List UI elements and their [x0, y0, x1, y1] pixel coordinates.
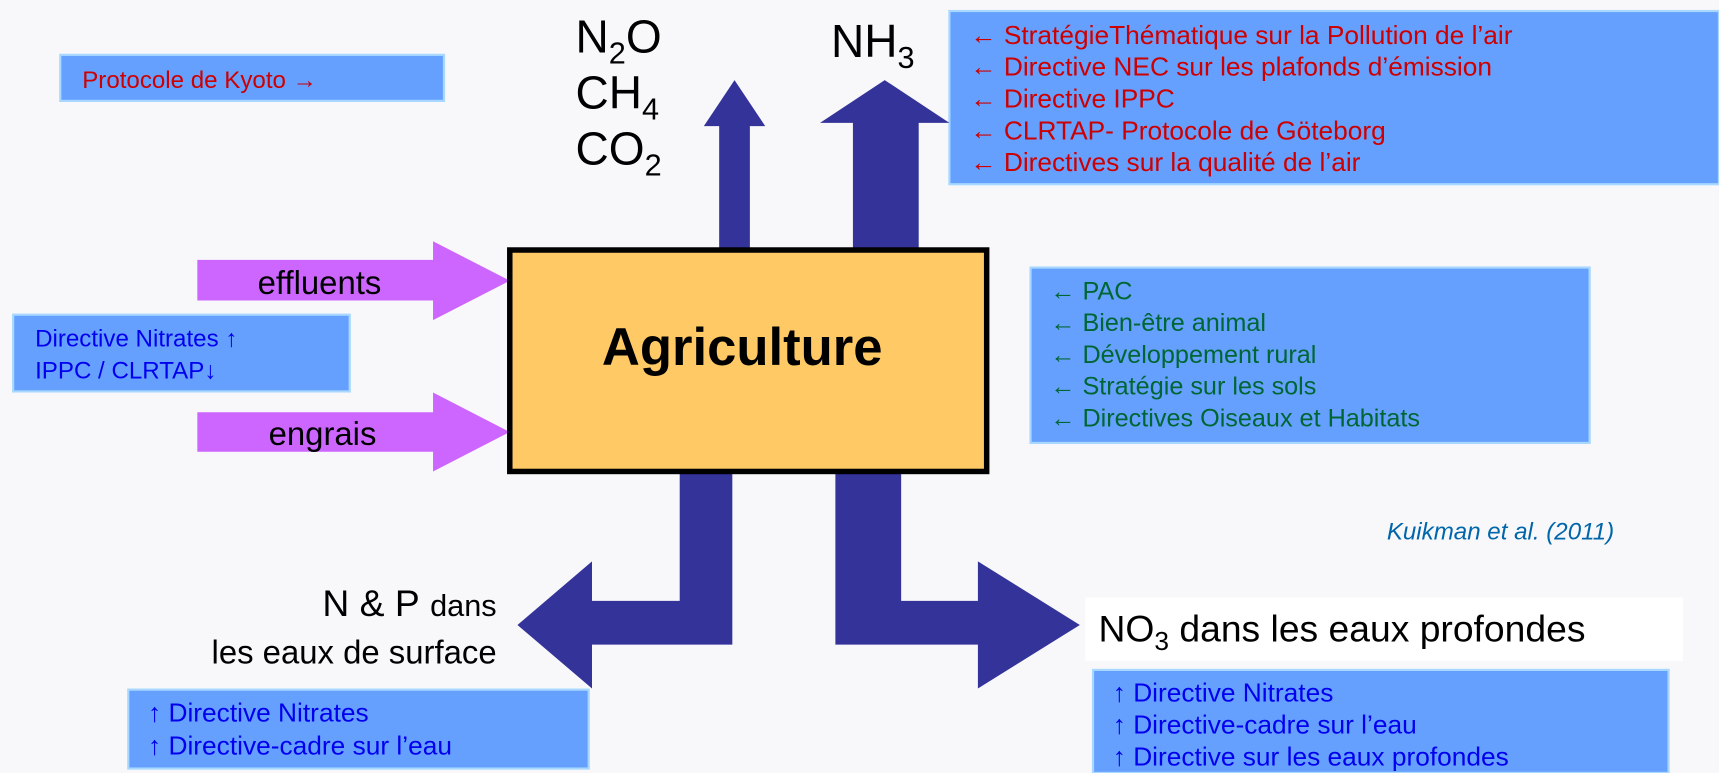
policy: ↑ Directive Nitrates — [1113, 678, 1334, 708]
policy: ← Directive IPPC — [970, 83, 1175, 113]
subscript: 4 — [642, 92, 659, 127]
input-arrow — [197, 392, 510, 472]
ground-policy-box — [1091, 668, 1670, 773]
subscript: 2 — [645, 147, 662, 182]
surface-arrow — [517, 469, 733, 689]
formula: NO — [1098, 607, 1154, 649]
gas: CO2 — [576, 122, 662, 182]
surface-policy: ↑ Directive-cadre sur l’eau — [148, 730, 452, 760]
ground-label: NO3 dans les eaux profondes — [1098, 607, 1585, 656]
policy: ← Directives sur la qualité de l’air — [970, 147, 1360, 177]
ground-label-box — [1085, 597, 1683, 662]
surface-big: N & P — [322, 582, 419, 624]
formula: O — [626, 11, 662, 63]
policy: ← Stratégie sur les sols — [1050, 373, 1316, 401]
farm-policy-box — [1029, 266, 1591, 445]
policy: ← Développement rural — [1050, 341, 1316, 369]
policy: ← Bien-être animal — [1050, 309, 1266, 337]
surface-label: les eaux de surface — [212, 633, 497, 670]
subscript: 3 — [897, 40, 914, 75]
subscript: 3 — [1154, 626, 1169, 656]
ground-text: dans les eaux profondes — [1169, 607, 1585, 649]
formula: CO — [576, 122, 645, 174]
policy: ← Directive NEC sur les plafonds d’émiss… — [970, 52, 1492, 82]
input-label: engrais — [269, 415, 377, 452]
citation: Kuikman et al. (2011) — [1387, 518, 1614, 545]
surface-policy: ↑ Directive Nitrates — [148, 697, 369, 727]
ammonia-arrow — [820, 80, 950, 255]
gas: CH4 — [576, 67, 660, 127]
kyoto-label: Protocole de Kyoto → — [82, 67, 317, 94]
policy: ← CLRTAP- Protocole de Göteborg — [970, 115, 1386, 145]
formula: NH — [831, 15, 898, 67]
surface-label: N & P dans — [322, 582, 496, 624]
ground-arrow — [835, 469, 1080, 689]
policy: ↑ Directive sur les eaux profondes — [1113, 741, 1509, 771]
formula: CH — [576, 67, 643, 119]
input-policy-box — [12, 313, 351, 393]
input-label: effluents — [258, 264, 382, 301]
policy: ← Directives Oiseaux et Habitats — [1050, 405, 1420, 433]
surface-small: dans — [430, 588, 497, 623]
agriculture-box — [507, 247, 990, 475]
policy: ← PAC — [1050, 277, 1132, 305]
surface-policy-box — [127, 688, 590, 770]
gas: N2O — [576, 11, 662, 71]
center-label: Agriculture — [602, 318, 883, 377]
subscript: 2 — [609, 36, 626, 71]
policy: ↑ Directive-cadre sur l’eau — [1113, 709, 1417, 739]
ground-policies: ↑ Directive Nitrates↑ Directive-cadre su… — [1113, 678, 1509, 772]
kyoto-box — [59, 53, 446, 103]
farm-policies: ← PAC ← Bien-être animal ← Développement r… — [1050, 277, 1420, 432]
input-policy: IPPC / CLRTAP↓ — [35, 357, 216, 384]
input-policy: Directive Nitrates ↑ — [35, 325, 237, 352]
formula: N — [576, 11, 609, 63]
input-arrow — [197, 241, 510, 321]
ammonia: NH3 — [831, 15, 915, 75]
policy: ← StratégieThématique sur la Pollution d… — [970, 20, 1513, 50]
air-policy-box — [948, 9, 1719, 186]
air-policies: ← StratégieThématique sur la Pollution d… — [970, 20, 1513, 177]
